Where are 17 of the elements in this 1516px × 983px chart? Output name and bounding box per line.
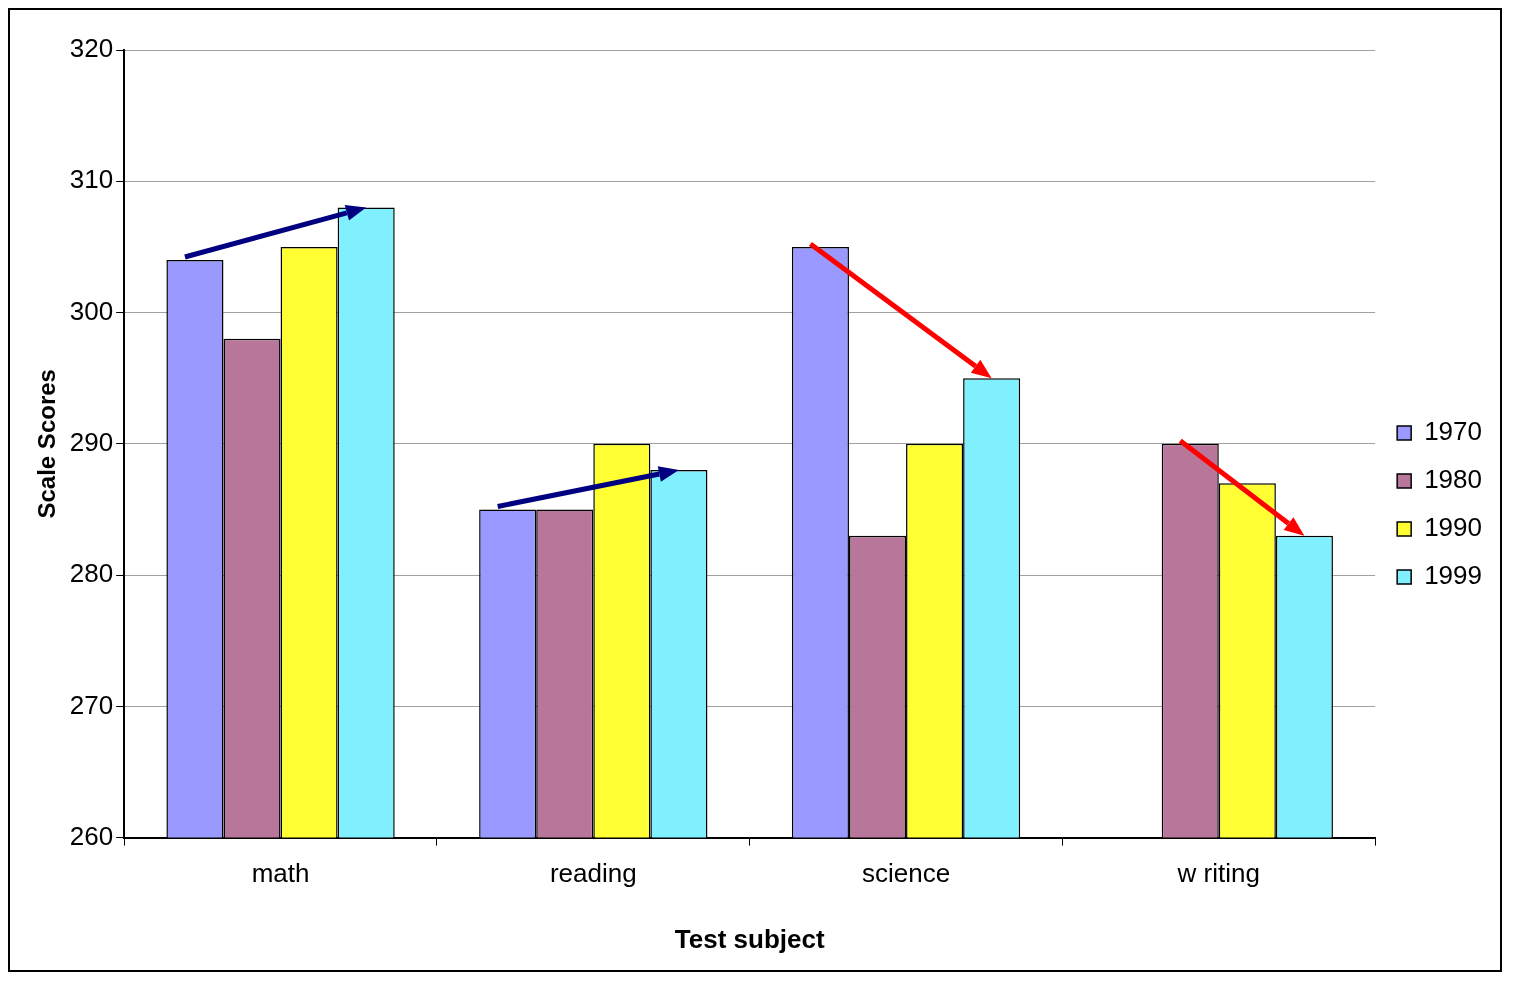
legend-label: 1990 <box>1424 512 1482 543</box>
x-tick-label: w riting <box>1176 858 1260 889</box>
x-tick-label: reading <box>549 858 637 889</box>
y-tick-label: 280 <box>69 558 114 589</box>
y-tick-label: 320 <box>69 33 114 64</box>
y-tick-label: 290 <box>69 426 114 457</box>
y-tick-label: 270 <box>69 689 114 720</box>
y-tick-label: 260 <box>69 820 114 851</box>
y-tick-label: 300 <box>69 295 114 326</box>
x-tick-label: math <box>251 858 310 889</box>
legend-label: 1999 <box>1424 560 1482 591</box>
y-tick-label: 310 <box>69 164 114 195</box>
y-axis-title: Scale Scores <box>33 369 61 519</box>
x-tick-label: science <box>861 858 951 889</box>
legend-label: 1980 <box>1424 464 1482 495</box>
x-axis-title: Test subject <box>674 923 825 954</box>
legend-label: 1970 <box>1424 416 1482 447</box>
